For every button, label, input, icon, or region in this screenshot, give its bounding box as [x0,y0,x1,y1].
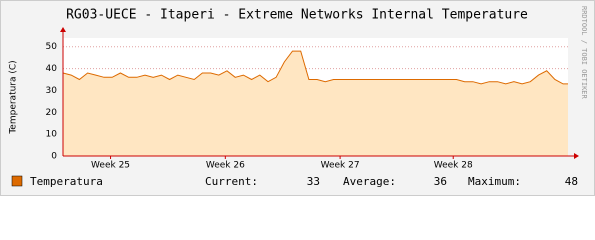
legend-swatch [11,175,23,187]
y-axis-label: Temperatura (C) [9,60,19,134]
line [62,50,568,85]
chart-title: RG03-UECE - Itaperi - Extreme Networks I… [66,8,528,23]
legend-label: Temperatura [30,175,103,188]
y-tick-label: 50 [46,42,58,52]
y-tick-label: 0 [51,152,57,162]
x-axis-arrow [574,153,579,159]
stat-value: 36 [434,175,447,188]
side-note: RRDTOOL / TOBI OETIKER [580,6,588,100]
stat-label: Maximum: [468,175,521,188]
stat-value: 48 [565,175,578,188]
y-tick-label: 30 [46,86,58,96]
x-tick-label: Week 27 [321,161,360,171]
y-tick-label: 10 [46,130,58,140]
y-axis-arrow [60,27,66,32]
y-tick-label: 40 [46,64,58,74]
area [63,51,568,156]
y-tick-label: 20 [46,108,58,118]
x-tick-label: Week 25 [91,161,130,171]
x-tick-label: Week 26 [206,161,245,171]
stat-label: Average: [343,175,396,188]
x-tick-label: Week 28 [434,161,473,171]
chart: RG03-UECE - Itaperi - Extreme Networks I… [0,0,595,196]
stat-label: Current: [205,175,258,188]
stat-value: 33 [307,175,320,188]
